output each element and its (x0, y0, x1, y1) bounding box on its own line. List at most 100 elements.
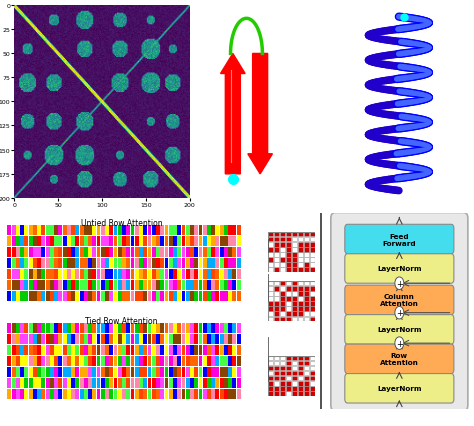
Bar (237, 368, 241, 377)
Bar (8, 225, 11, 235)
Bar (280, 242, 285, 247)
Bar (28, 248, 33, 257)
Bar (156, 357, 160, 366)
Bar (63, 357, 66, 366)
Bar (58, 280, 62, 290)
Bar (67, 291, 71, 301)
Bar (80, 368, 83, 377)
Bar (186, 334, 190, 344)
Bar (24, 280, 28, 290)
Bar (147, 270, 152, 279)
Bar (310, 296, 315, 301)
Bar (298, 291, 303, 296)
Bar (118, 248, 122, 257)
Bar (37, 357, 41, 366)
Bar (63, 225, 66, 235)
Bar (41, 389, 46, 399)
Bar (41, 378, 46, 388)
Bar (268, 361, 273, 366)
Bar (203, 378, 207, 388)
Bar (203, 389, 207, 399)
Bar (160, 248, 164, 257)
Bar (63, 323, 66, 333)
Bar (67, 248, 71, 257)
Bar (126, 291, 130, 301)
Bar (54, 236, 58, 246)
Bar (160, 334, 164, 344)
Bar (164, 259, 168, 268)
Bar (160, 345, 164, 355)
Bar (220, 225, 224, 235)
Bar (286, 268, 291, 272)
Bar (28, 389, 33, 399)
Bar (152, 334, 155, 344)
Bar (33, 291, 37, 301)
Bar (203, 280, 207, 290)
Bar (28, 236, 33, 246)
Bar (12, 248, 16, 257)
Bar (16, 323, 20, 333)
Bar (118, 225, 122, 235)
Bar (156, 323, 160, 333)
Bar (156, 280, 160, 290)
Bar (177, 280, 181, 290)
Bar (194, 248, 198, 257)
Bar (286, 263, 291, 267)
Bar (232, 345, 237, 355)
Bar (207, 248, 211, 257)
Bar (71, 236, 75, 246)
Bar (143, 357, 147, 366)
Bar (164, 291, 168, 301)
Bar (199, 225, 202, 235)
Bar (224, 345, 228, 355)
Bar (304, 381, 309, 386)
Bar (298, 386, 303, 391)
Bar (237, 248, 241, 257)
Bar (216, 389, 219, 399)
Bar (46, 323, 49, 333)
Bar (139, 345, 143, 355)
Bar (147, 368, 152, 377)
Bar (20, 345, 24, 355)
Bar (41, 280, 46, 290)
Bar (280, 312, 285, 316)
Bar (310, 253, 315, 257)
Bar (8, 334, 11, 344)
Bar (28, 334, 33, 344)
Bar (203, 334, 207, 344)
Bar (199, 236, 202, 246)
Bar (114, 378, 118, 388)
Bar (88, 323, 92, 333)
Bar (169, 389, 173, 399)
Bar (203, 225, 207, 235)
Bar (63, 280, 66, 290)
Bar (186, 345, 190, 355)
Bar (84, 334, 88, 344)
Bar (16, 225, 20, 235)
Bar (274, 361, 279, 366)
Bar (156, 291, 160, 301)
Bar (177, 270, 181, 279)
Bar (139, 225, 143, 235)
Circle shape (395, 337, 404, 350)
Bar (58, 345, 62, 355)
Bar (118, 270, 122, 279)
Bar (50, 323, 54, 333)
Bar (280, 376, 285, 380)
Bar (164, 357, 168, 366)
Bar (304, 302, 309, 306)
Bar (152, 248, 155, 257)
Bar (147, 236, 152, 246)
Bar (139, 280, 143, 290)
Bar (164, 236, 168, 246)
Bar (228, 270, 232, 279)
Bar (182, 259, 185, 268)
Bar (92, 389, 96, 399)
Bar (194, 291, 198, 301)
Bar (92, 259, 96, 268)
Bar (211, 225, 215, 235)
Bar (130, 259, 135, 268)
Bar (232, 291, 237, 301)
Bar (50, 270, 54, 279)
Bar (58, 259, 62, 268)
